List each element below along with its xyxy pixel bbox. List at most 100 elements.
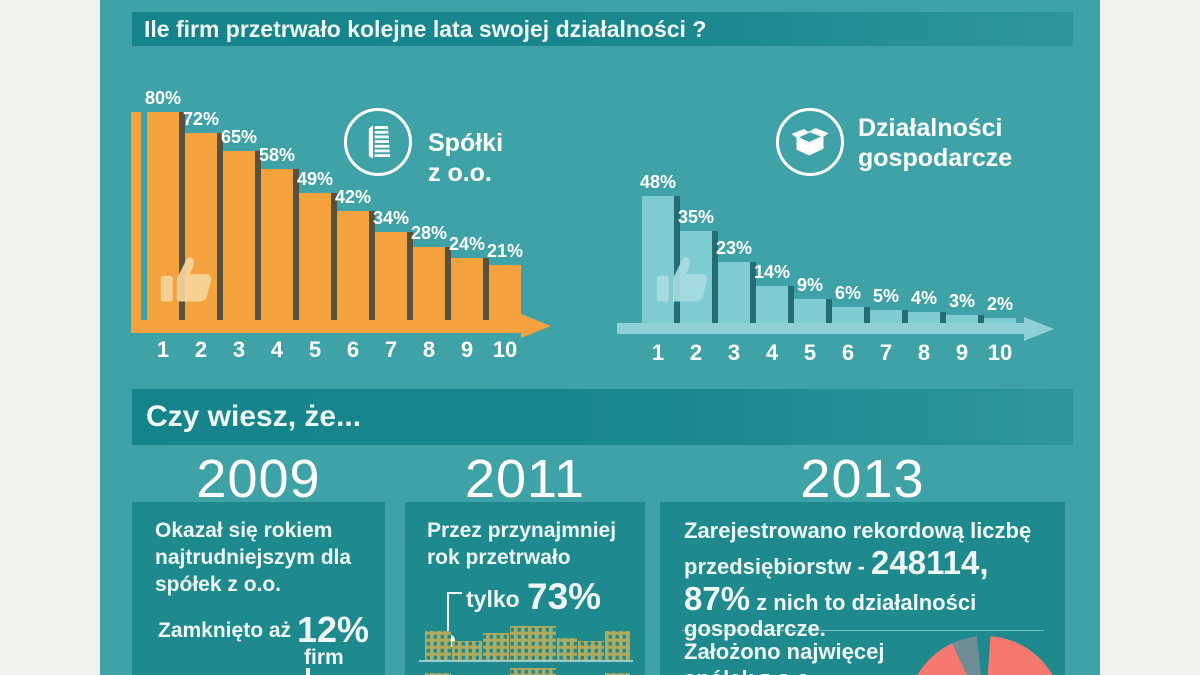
panel-2013: Zarejestrowano rekordową liczbę przedsię…	[660, 502, 1065, 675]
axis-tick-label: 9	[460, 337, 474, 362]
year-heading-2013: 2013	[800, 449, 925, 509]
axis-tick-label: 9	[955, 340, 969, 365]
y-axis-left	[131, 112, 141, 333]
axis-tick-label: 2	[194, 337, 208, 362]
axis-tick-label: 1	[156, 337, 170, 362]
bar-year-8: 4%	[908, 288, 946, 333]
buildings-row-icon	[425, 626, 630, 660]
bar-year-7: 5%	[870, 286, 908, 333]
header-banner: Ile firm przetrwało kolejne lata swojej …	[132, 12, 1073, 46]
axis-tick-label: 1	[651, 340, 665, 365]
bar-year-9: 3%	[946, 291, 984, 333]
building-icon	[368, 125, 390, 159]
bar-year-1: 48%	[640, 172, 680, 333]
x-axis-left	[131, 320, 521, 333]
axis-tick-label: 8	[917, 340, 931, 365]
bar-separator	[255, 151, 261, 330]
closed-prefix: Zamknięto aż	[158, 619, 292, 642]
bar-value-label: 48%	[639, 172, 677, 192]
year-heading-2009: 2009	[196, 449, 321, 509]
registered-line2: przedsiębiorstw - 248114,	[684, 544, 989, 586]
panel-2011: Przez przynajmniej rok przetrwało tylko …	[405, 502, 645, 675]
bar-year-10: 21%	[487, 241, 523, 320]
bar-value-label: 72%	[182, 109, 220, 129]
legend-label-line1: Działalności	[858, 114, 1003, 142]
axis-tick-label: 10	[492, 337, 518, 362]
registered-percent: 87%	[684, 580, 751, 617]
x-axis-right	[617, 323, 1024, 334]
legend-label-spolki: Spółki z o.o.	[428, 129, 504, 187]
callout-line-horizontal	[447, 592, 462, 594]
bar-separator	[179, 112, 185, 330]
bar-year-6: 6%	[832, 283, 870, 333]
bar-year-5: 9%	[794, 275, 832, 333]
bar-value-label: 28%	[410, 223, 448, 243]
bar-value-label: 42%	[334, 187, 372, 207]
bar-value-label: 5%	[872, 286, 900, 306]
callout-small: tylko	[466, 586, 520, 612]
bar-value-label: 80%	[144, 88, 182, 108]
legend-circle-spolki	[344, 108, 412, 176]
bar-year-10: 2%	[984, 294, 1016, 323]
axis-tick-label: 6	[841, 340, 855, 365]
axis-tick-label: 7	[879, 340, 893, 365]
open-box-icon	[791, 128, 829, 156]
bar-separator	[217, 133, 223, 330]
registered-line3-small: z nich to działalności	[750, 590, 977, 615]
bar-separator	[369, 211, 375, 330]
bar-year-6: 42%	[335, 187, 375, 330]
bar-separator	[788, 286, 794, 333]
know-banner: Czy wiesz, że...	[132, 389, 1073, 445]
bar-separator	[407, 232, 413, 330]
panel-2009: Okazał się rokiem najtrudniejszym dla sp…	[132, 502, 385, 675]
panel-2009-line1: Okazał się rokiem	[155, 519, 333, 542]
axis-tick-label: 8	[422, 337, 436, 362]
bar-separator	[864, 307, 870, 333]
bar-value-label: 4%	[910, 288, 938, 308]
bar-value-label: 2%	[986, 294, 1014, 314]
bar-value-label: 23%	[715, 238, 753, 258]
year-heading-2011: 2011	[464, 449, 586, 509]
founded-line2: spółek z o.o.	[684, 666, 816, 675]
buildings-underline	[419, 660, 633, 662]
bar-value-label: 3%	[948, 291, 976, 311]
bar-separator	[331, 193, 337, 330]
bar-separator	[902, 310, 908, 333]
bar-value-label: 35%	[677, 207, 715, 227]
panel-2011-line1: Przez przynajmniej	[427, 519, 617, 542]
bar-separator	[940, 312, 946, 333]
axis-tick-label: 3	[232, 337, 246, 362]
legend-label-line2: gospodarcze	[858, 144, 1013, 172]
bar-year-3: 65%	[221, 127, 261, 330]
axis-tick-label: 3	[727, 340, 741, 365]
axis-tick-label: 10	[987, 340, 1013, 365]
registered-line2-small: przedsiębiorstw -	[684, 554, 872, 579]
bar-value-label: 65%	[220, 127, 258, 147]
x-axis-arrow-left	[521, 314, 551, 338]
axis-tick-label: 5	[803, 340, 817, 365]
panel-2011-line2: rok przetrwało	[427, 546, 571, 569]
axis-tick-label: 7	[384, 337, 398, 362]
bar-value-label: 14%	[753, 262, 791, 282]
callout-line-vertical	[447, 592, 449, 641]
bar-year-8: 28%	[411, 223, 451, 330]
bar-year-5: 49%	[297, 169, 337, 330]
bar-value-label: 9%	[796, 275, 824, 295]
bar-separator	[712, 231, 718, 333]
legend-circle-dzialalnosci	[776, 108, 844, 176]
axis-tick-label: 2	[689, 340, 703, 365]
bar-year-7: 34%	[373, 208, 413, 330]
bar-year-9: 24%	[449, 234, 489, 330]
panel-2013-divider	[682, 630, 1044, 631]
bar-value-label: 49%	[296, 169, 334, 189]
bar-separator	[674, 196, 680, 333]
registered-line1: Zarejestrowano rekordową liczbę	[684, 518, 1032, 543]
panel-2009-line3: spółek z o.o.	[155, 573, 282, 596]
legend-label-dzialalnosci: Działalności gospodarcze	[858, 113, 1012, 173]
know-title: Czy wiesz, że...	[146, 400, 362, 433]
registered-line3: 87% z nich to działalności	[684, 582, 976, 620]
closed-suffix: firm	[304, 646, 344, 669]
x-axis-arrow-right	[1024, 317, 1054, 341]
registered-line4: gospodarcze.	[684, 616, 826, 641]
